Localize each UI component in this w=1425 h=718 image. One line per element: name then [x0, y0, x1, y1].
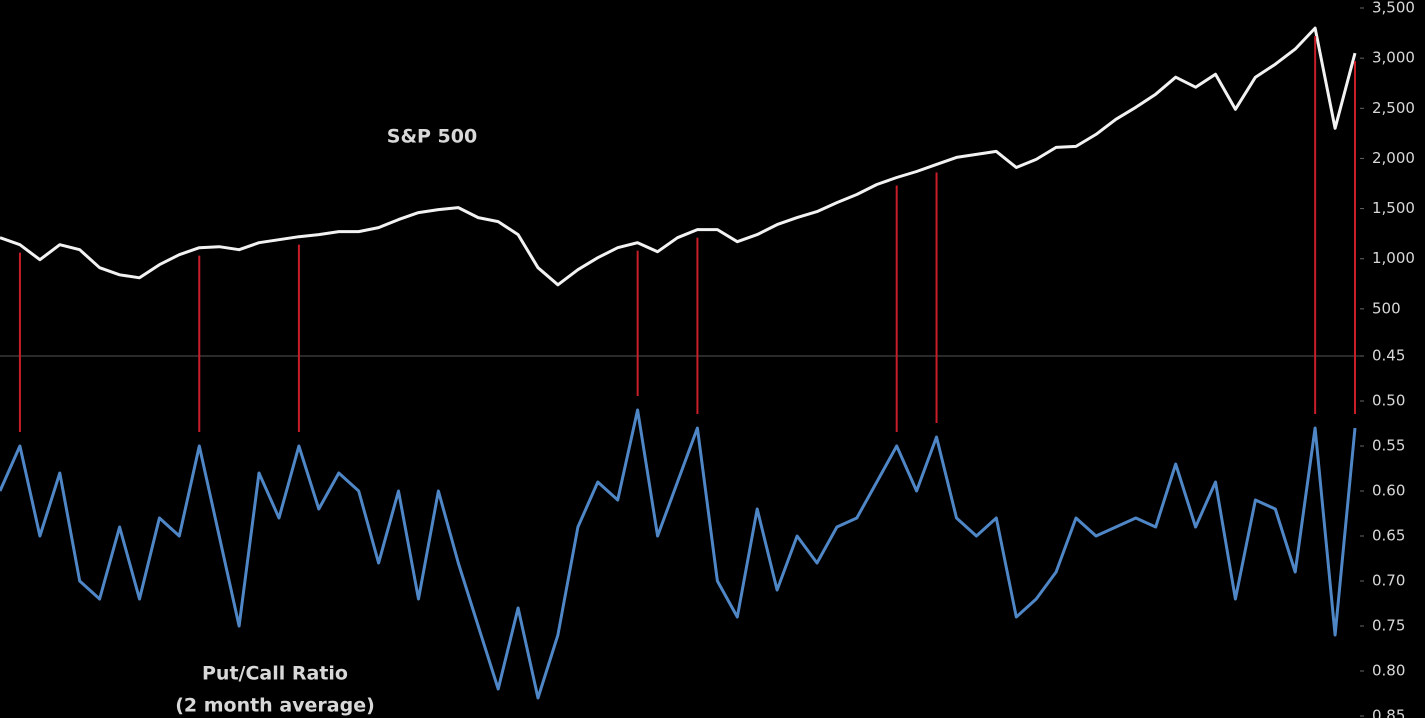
data-line [0, 408, 1357, 700]
y-tick-label: 0.70 [1372, 572, 1405, 590]
y-tick-label: 500 [1372, 299, 1401, 317]
chart-subtitle: (2 month average) [175, 695, 375, 717]
y-tick-label: 0.75 [1372, 617, 1405, 635]
y-tick-label: 3,000 [1372, 49, 1415, 67]
y-tick-label: 0.80 [1372, 662, 1405, 680]
y-tick-label: 2,500 [1372, 99, 1415, 117]
y-tick-label: 1,500 [1372, 199, 1415, 217]
y-tick-label: 0.50 [1372, 392, 1405, 410]
y-tick-label: 0.55 [1372, 437, 1405, 455]
y-tick-label: 0.65 [1372, 527, 1405, 545]
y-tick-label: 1,000 [1372, 249, 1415, 267]
y-tick-label: 2,000 [1372, 149, 1415, 167]
chart-title: Put/Call Ratio [202, 663, 348, 685]
y-tick-label: 0.45 [1372, 347, 1405, 365]
data-line [0, 26, 1357, 287]
y-tick-label: 3,500 [1372, 0, 1415, 17]
y-tick-label: 0.85 [1372, 707, 1405, 718]
chart-title: S&P 500 [387, 126, 477, 148]
y-tick-label: 0.60 [1372, 482, 1405, 500]
